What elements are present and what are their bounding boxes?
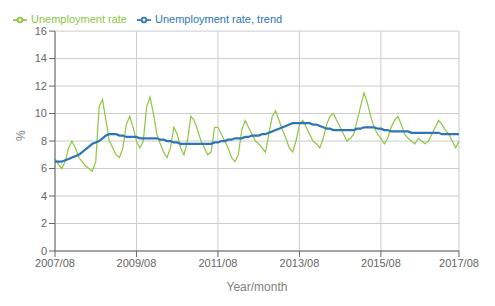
svg-text:2009/08: 2009/08: [117, 257, 157, 269]
html-text:Unemployment rate: Unemployment rate: [31, 13, 127, 25]
svg-text:4: 4: [41, 190, 47, 202]
svg-text:10: 10: [35, 107, 47, 119]
svg-text:2: 2: [41, 217, 47, 229]
svg-text:8: 8: [41, 135, 47, 147]
html-text:Unemployment rate, trend: Unemployment rate, trend: [155, 13, 283, 25]
svg-text:2017/08: 2017/08: [439, 257, 479, 269]
svg-text:12: 12: [35, 80, 47, 92]
svg-text:2011/08: 2011/08: [198, 257, 237, 269]
svg-text:2015/08: 2015/08: [361, 257, 401, 269]
svg-text:2013/08: 2013/08: [280, 257, 320, 269]
svg-text:2007/08: 2007/08: [35, 257, 75, 269]
svg-text:Year/month: Year/month: [227, 280, 288, 294]
svg-text:0: 0: [41, 245, 47, 257]
svg-text:16: 16: [35, 25, 47, 37]
svg-text:6: 6: [41, 162, 47, 174]
svg-text:%: %: [14, 130, 28, 141]
svg-text:14: 14: [35, 52, 47, 64]
